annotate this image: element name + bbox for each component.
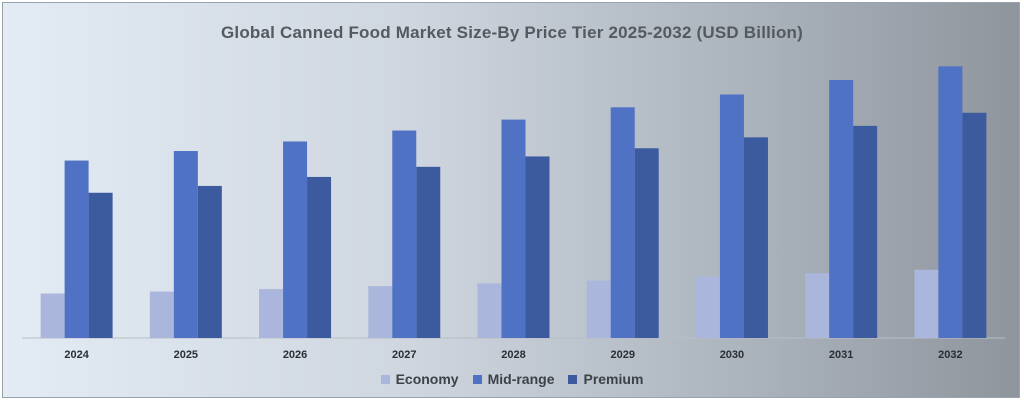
bar-premium-2026 xyxy=(307,176,332,338)
bar-economy-2029 xyxy=(586,280,611,338)
legend-label: Mid-range xyxy=(487,371,555,387)
bar-economy-2030 xyxy=(695,276,720,338)
x-tick-label: 2024 xyxy=(64,349,89,361)
x-tick-label: 2028 xyxy=(501,349,525,361)
legend-item-mid-range: Mid-range xyxy=(472,371,555,387)
x-tick-label: 2025 xyxy=(174,349,198,361)
bar-premium-2028 xyxy=(525,156,550,338)
bar-economy-2027 xyxy=(368,286,393,338)
legend-swatch xyxy=(380,374,390,384)
bar-chart: 2024 2025 2026 2027 2028 2029 2030 2031 2032 xyxy=(22,66,1005,361)
bar-mid-range-2028 xyxy=(501,119,526,338)
bar-premium-2030 xyxy=(743,137,768,338)
bar-premium-2031 xyxy=(853,125,878,338)
bar-mid-range-2030 xyxy=(719,94,744,338)
bar-premium-2025 xyxy=(197,185,222,338)
x-tick-label: 2027 xyxy=(392,349,416,361)
legend-item-premium: Premium xyxy=(568,371,643,387)
bar-economy-2031 xyxy=(805,273,830,338)
bar-economy-2025 xyxy=(149,291,174,338)
bar-premium-2032 xyxy=(962,112,987,339)
chart-title: Global Canned Food Market Size-By Price … xyxy=(221,23,803,42)
x-tick-label: 2032 xyxy=(938,349,962,361)
bar-economy-2032 xyxy=(914,269,939,338)
chart-frame: Global Canned Food Market Size-By Price … xyxy=(2,2,1020,398)
legend-swatch xyxy=(472,374,482,384)
x-tick-label: 2026 xyxy=(283,349,307,361)
bar-mid-range-2024 xyxy=(64,160,89,338)
legend-swatch xyxy=(568,374,578,384)
legend-item-economy: Economy xyxy=(380,371,459,387)
bar-economy-2028 xyxy=(477,283,502,338)
bar-economy-2024 xyxy=(40,293,65,338)
bar-premium-2027 xyxy=(416,166,441,338)
x-tick-label: 2030 xyxy=(720,349,744,361)
bar-mid-range-2027 xyxy=(392,130,417,338)
bar-premium-2024 xyxy=(88,192,113,338)
bar-mid-range-2025 xyxy=(173,150,198,338)
chart-legend: Economy Mid-range Premium xyxy=(3,371,1021,387)
legend-label: Economy xyxy=(395,371,459,387)
legend-label: Premium xyxy=(583,371,644,387)
x-tick-label: 2029 xyxy=(610,349,634,361)
bar-mid-range-2032 xyxy=(938,66,963,339)
bar-economy-2026 xyxy=(259,289,284,338)
bar-mid-range-2026 xyxy=(283,141,308,338)
bar-premium-2029 xyxy=(634,148,659,338)
bar-mid-range-2031 xyxy=(829,80,854,338)
bar-mid-range-2029 xyxy=(610,107,635,338)
x-tick-label: 2031 xyxy=(829,349,853,361)
